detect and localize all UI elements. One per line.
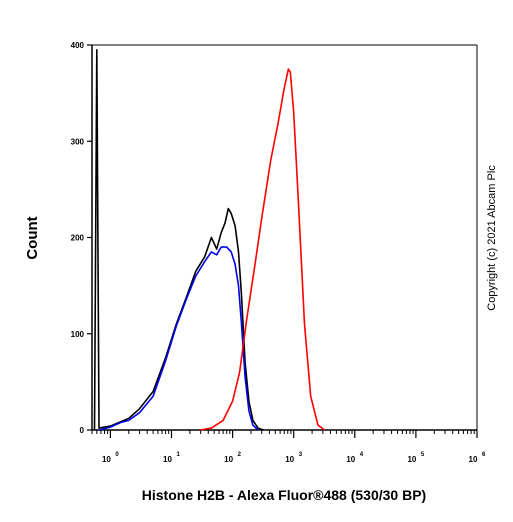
x-tick-label: 10 <box>163 455 172 464</box>
x-tick-label: 10 <box>285 455 294 464</box>
y-tick-label: 100 <box>71 330 85 339</box>
y-tick-label: 0 <box>80 426 85 435</box>
y-axis-ticks: 0 100 200 300 400 <box>71 41 92 435</box>
histogram-series-3 <box>200 68 326 431</box>
copyright-annotation: Copyright (c) 2021 Abcam Plc <box>486 165 498 311</box>
y-tick-label: 300 <box>71 137 85 146</box>
series-layer <box>93 49 326 431</box>
y-tick-label: 400 <box>71 41 85 50</box>
x-tick-exponent: 5 <box>421 452 425 458</box>
x-tick-label: 10 <box>407 455 416 464</box>
histogram-series-1 <box>93 49 264 431</box>
y-axis-title: Count <box>24 216 41 259</box>
plot-frame <box>91 44 478 431</box>
x-tick-exponent: 2 <box>238 452 242 458</box>
x-tick-exponent: 4 <box>360 452 364 458</box>
x-tick-label: 10 <box>224 455 233 464</box>
x-tick-label: 10 <box>469 455 478 464</box>
histogram-series-2 <box>98 246 259 431</box>
x-tick-exponent: 6 <box>482 452 486 458</box>
x-tick-exponent: 0 <box>115 452 119 458</box>
x-tick-exponent: 1 <box>176 452 180 458</box>
x-tick-label: 10 <box>346 455 355 464</box>
x-axis-ticks: 10 0 10 1 10 2 10 3 10 4 10 5 10 6 <box>91 430 486 464</box>
x-axis-title: Histone H2B - Alexa Fluor®488 (530/30 BP… <box>142 487 426 503</box>
x-tick-label: 10 <box>102 455 111 464</box>
x-tick-exponent: 3 <box>299 452 303 458</box>
y-tick-label: 200 <box>71 234 85 243</box>
